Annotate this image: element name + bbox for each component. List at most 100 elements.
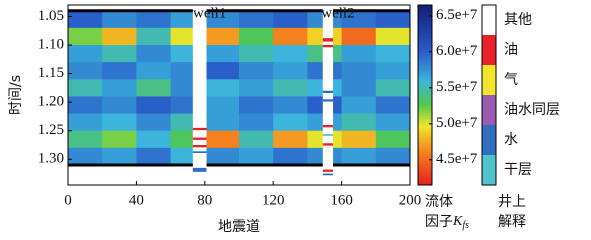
heatmap-cell xyxy=(136,114,171,132)
colorbar-tick-label: 5.0e+7 xyxy=(436,115,478,131)
heatmap-cell xyxy=(205,131,240,149)
colorbar-swatch xyxy=(418,80,432,84)
y-tick-label: 1.25 xyxy=(38,122,64,138)
heatmap-cell xyxy=(102,11,137,29)
heatmap-cell xyxy=(239,62,274,80)
colorbar-swatch xyxy=(418,32,432,36)
well-label: well2 xyxy=(321,5,354,21)
heatmap-cell xyxy=(273,62,308,80)
heatmap-cell xyxy=(376,96,411,114)
heatmap-cell xyxy=(376,148,411,166)
colorbar-swatch xyxy=(418,173,432,177)
legend-swatch xyxy=(482,35,496,65)
legend-swatch xyxy=(482,5,496,35)
colorbar-swatch xyxy=(418,146,432,150)
heatmap-cell xyxy=(239,45,274,63)
heatmap-cell xyxy=(239,114,274,132)
heatmap-cell xyxy=(342,114,377,132)
heatmap-cell xyxy=(273,79,308,97)
colorbar-swatch xyxy=(418,161,432,165)
heatmap-cell xyxy=(136,131,171,149)
heatmap-cell xyxy=(205,45,240,63)
y-tick-label: 1.05 xyxy=(38,8,64,24)
colorbar-swatch xyxy=(418,152,432,156)
legend-label: 水 xyxy=(504,132,518,148)
heatmap-cell xyxy=(102,45,137,63)
colorbar-swatch xyxy=(418,62,432,66)
colorbar-swatch xyxy=(418,17,432,21)
colorbar-swatch xyxy=(418,20,432,24)
heatmap-cell xyxy=(68,79,103,97)
heatmap-cell xyxy=(239,96,274,114)
heatmap-cell xyxy=(68,114,103,132)
colorbar-swatch xyxy=(418,125,432,129)
heatmap-cell xyxy=(68,28,103,46)
colorbar-swatch xyxy=(418,26,432,30)
heatmap-cell xyxy=(136,79,171,97)
well-column xyxy=(323,9,333,167)
well-interval xyxy=(323,125,333,127)
heatmap-cell xyxy=(68,96,103,114)
colorbar-swatch xyxy=(418,155,432,159)
heatmap-cell xyxy=(205,148,240,166)
heatmap-cell xyxy=(205,28,240,46)
colorbar-swatch xyxy=(418,137,432,141)
well-interval xyxy=(193,151,207,153)
heatmap-cell xyxy=(102,79,137,97)
colorbar-swatch xyxy=(418,149,432,153)
colorbar-swatch xyxy=(418,110,432,114)
heatmap-cell xyxy=(342,79,377,97)
legend-swatch xyxy=(482,65,496,95)
x-tick-label: 120 xyxy=(262,192,285,208)
heatmap-cell xyxy=(273,148,308,166)
legend-swatch xyxy=(482,125,496,155)
well-interval xyxy=(323,91,333,93)
legend-label: 干层 xyxy=(504,162,532,178)
colorbar-swatch xyxy=(418,131,432,135)
heatmap-cell xyxy=(102,62,137,80)
heatmap-cell xyxy=(273,96,308,114)
heatmap-cell xyxy=(136,11,171,29)
colorbar-swatch xyxy=(418,101,432,105)
chart: 时间/s 地震道 流体 因子Kfs 井上 解释 well1well2040801… xyxy=(0,0,591,240)
x-tick-label: 200 xyxy=(399,192,422,208)
heatmap-cell xyxy=(342,148,377,166)
heatmap-cell xyxy=(136,62,171,80)
colorbar-swatch xyxy=(418,164,432,168)
heatmap-cell xyxy=(136,148,171,166)
colorbar-swatch xyxy=(418,176,432,180)
x-tick-label: 80 xyxy=(197,192,212,208)
x-tick-label: 0 xyxy=(64,192,72,208)
heatmap-cell xyxy=(376,11,411,29)
heatmap-cell xyxy=(205,79,240,97)
heatmap-cell xyxy=(136,28,171,46)
colorbar-swatch xyxy=(418,65,432,69)
colorbar-swatch xyxy=(418,104,432,108)
colorbar-tick-label: 6.0e+7 xyxy=(436,43,478,59)
heatmap-cell xyxy=(342,96,377,114)
x-tick-label: 40 xyxy=(129,192,144,208)
well-interval xyxy=(323,38,333,41)
colorbar-swatch xyxy=(418,89,432,93)
legend-swatch xyxy=(482,95,496,125)
colorbar-swatch xyxy=(418,119,432,123)
colorbar-swatch xyxy=(418,53,432,57)
colorbar-swatch xyxy=(418,92,432,96)
colorbar-swatch xyxy=(418,113,432,117)
colorbar-tick-label: 4.5e+7 xyxy=(436,151,478,167)
heatmap-cell xyxy=(273,11,308,29)
heatmap-cell xyxy=(376,62,411,80)
colorbar-tick-label: 6.5e+7 xyxy=(436,7,478,23)
colorbar-swatch xyxy=(418,140,432,144)
heatmap-cell xyxy=(102,96,137,114)
heatmap-cell xyxy=(136,96,171,114)
heatmap-cell xyxy=(273,28,308,46)
colorbar-swatch xyxy=(418,98,432,102)
colorbar-swatch xyxy=(418,95,432,99)
colorbar-swatch xyxy=(418,128,432,132)
colorbar-swatch xyxy=(418,56,432,60)
colorbar-swatch xyxy=(418,71,432,75)
heatmap-cell xyxy=(239,79,274,97)
heatmap-cell xyxy=(239,11,274,29)
colorbar-swatch xyxy=(418,44,432,48)
